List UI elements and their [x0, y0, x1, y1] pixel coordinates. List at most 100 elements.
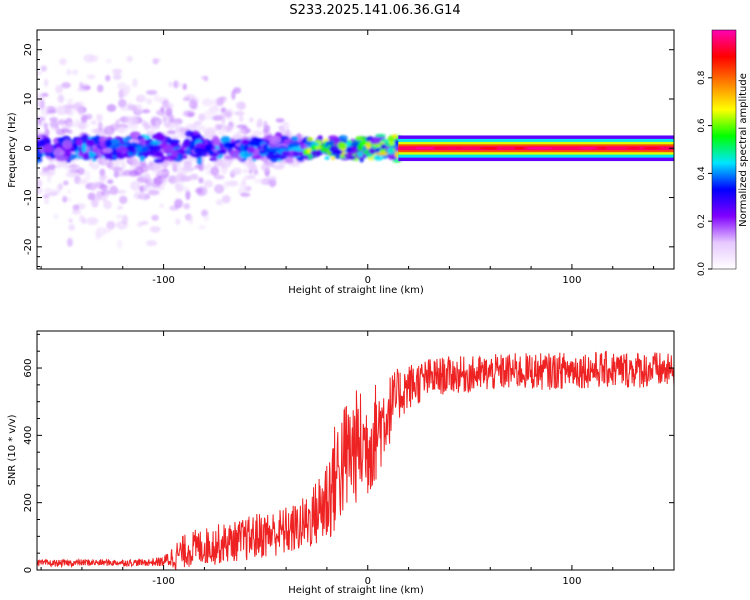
spectrogram-cell	[176, 173, 187, 183]
spectrogram-cell	[220, 135, 230, 144]
spectrogram-cell	[597, 147, 607, 150]
spectrogram-cell	[357, 151, 364, 158]
spectrogram-cell	[254, 179, 265, 184]
spectrogram-cell	[197, 148, 208, 157]
spectrogram-cell	[43, 187, 53, 195]
spectrogram-cell	[154, 120, 160, 131]
spectrogram-cell	[373, 154, 384, 161]
spectrogram-cell	[238, 114, 244, 123]
spectrogram-cell	[387, 147, 394, 155]
spectrogram-cell	[267, 147, 281, 152]
spectrogram-cell	[61, 82, 71, 89]
spectrogram-cell	[288, 142, 300, 148]
spectrogram-cell	[112, 166, 123, 173]
spectrogram-cell	[84, 139, 95, 148]
spectrogram-cell	[159, 170, 168, 176]
spectrogram-cell	[283, 138, 291, 145]
spectrogram-cell	[269, 135, 282, 145]
spectrogram-cell	[366, 141, 372, 147]
spectrogram-cell	[173, 121, 179, 128]
spectrogram-cell	[63, 180, 69, 186]
spectrogram-cell	[216, 97, 224, 107]
spectrogram-cell	[102, 227, 112, 234]
spectrogram-cell	[256, 122, 262, 129]
spectrogram-cell	[92, 147, 100, 154]
spectrogram-cell	[99, 184, 109, 191]
spectrogram-cells	[37, 54, 403, 250]
spectrogram-cell	[247, 140, 260, 147]
spectrogram-cell	[485, 147, 499, 150]
spectrogram-cell	[145, 240, 158, 247]
spectrogram-cell	[68, 224, 76, 231]
snr-y-tick-label: 600	[23, 358, 34, 377]
spectrogram-cell	[215, 199, 224, 206]
spectrogram-cell	[115, 214, 123, 219]
spectrogram-cell	[112, 68, 123, 74]
spectrogram-cell	[187, 112, 195, 118]
spectrogram-cell	[139, 192, 145, 200]
spectrogram-cell	[194, 164, 202, 169]
spectrogram-cell	[151, 181, 161, 189]
spectrogram-cell	[109, 185, 119, 195]
spectrogram-cell	[182, 163, 192, 174]
spectrogram-x-axis: -100 0 100	[40, 30, 655, 286]
snr-y-tick-label: 200	[23, 493, 34, 512]
spectrogram-cell	[106, 220, 116, 230]
spectrogram-cell	[148, 189, 160, 196]
spectrogram-cell	[86, 217, 99, 226]
spectrogram-cell	[182, 97, 191, 102]
spectrogram-cell	[148, 144, 162, 152]
spectrogram-cell	[275, 118, 285, 123]
spectrogram-cell	[209, 157, 218, 162]
spectrogram-cell	[71, 209, 82, 215]
spectrogram-cell	[247, 160, 256, 170]
spectrogram-cell	[324, 156, 331, 160]
spectrogram-cell	[84, 153, 90, 160]
spectrogram-cell	[37, 122, 41, 132]
spectrogram-cell	[201, 209, 209, 217]
spectrogram-cell	[185, 190, 191, 201]
spectrogram-cell	[55, 105, 68, 115]
spectrogram-cell	[57, 183, 64, 191]
spectrogram-cell	[117, 172, 127, 177]
spectrogram-cell	[37, 157, 43, 163]
spectrogram-cell	[269, 161, 275, 168]
spectrogram-cell	[55, 84, 64, 94]
spectrogram-heatmap	[37, 54, 674, 250]
spectrogram-cell	[76, 167, 85, 176]
spectrogram-cell	[272, 164, 285, 170]
spectrogram-frame	[36, 29, 675, 270]
spectrogram-cell	[85, 113, 93, 120]
spectrogram-cell	[166, 130, 177, 135]
spectrogram-cell	[159, 203, 165, 208]
spectrogram-cell	[86, 74, 96, 80]
spectrogram-cell	[75, 138, 83, 146]
spectrogram-cell	[304, 141, 313, 146]
spectrogram-cell	[116, 153, 127, 158]
colorbar-tick-label: 0.6	[697, 118, 707, 133]
spectrogram-cell	[57, 94, 65, 103]
spectrogram-cell	[78, 122, 86, 130]
spectrogram-cell	[291, 135, 299, 142]
spectrogram-cell	[165, 124, 176, 130]
spectrogram-cell	[43, 78, 49, 87]
spectrogram-cell	[68, 218, 73, 223]
spectrogram-cell	[174, 198, 183, 209]
snr-series-line	[37, 350, 674, 570]
spectrogram-cell	[126, 55, 133, 63]
spectrogram-cell	[37, 178, 43, 188]
spectrogram-cell	[380, 144, 386, 150]
spectrogram-cell	[394, 139, 400, 146]
spectrogram-y-axis-label: Frequency (Hz)	[7, 112, 18, 188]
chart-title: S233.2025.141.06.36.G14	[289, 3, 460, 18]
spectrogram-cell	[104, 191, 110, 199]
colorbar-tick-label: 0.2	[697, 214, 707, 228]
spectrogram-cell	[73, 102, 83, 110]
snr-y-axis-label: SNR (10 * v/v)	[7, 414, 18, 485]
spectrogram-x-tick-label: 0	[365, 275, 371, 286]
spectrogram-cell	[265, 152, 276, 160]
spectrogram-cell	[149, 226, 161, 233]
spectrogram-cell	[200, 75, 207, 80]
snr-panel: -100 0 100 0 200 400 600 Height of straight l…	[7, 330, 675, 596]
spectrogram-cell	[261, 164, 270, 173]
